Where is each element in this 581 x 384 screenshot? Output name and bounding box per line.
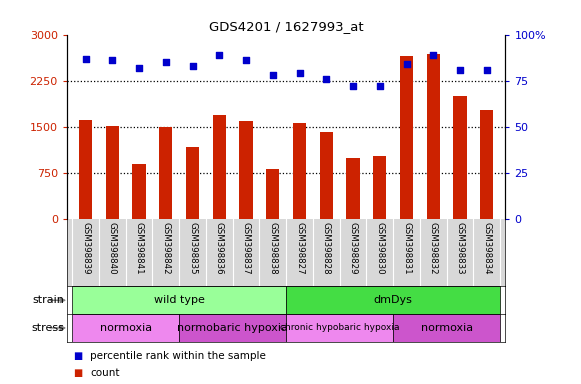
Point [402,61,411,67]
Text: GSM398838: GSM398838 [268,222,277,275]
Text: GSM398836: GSM398836 [215,222,224,275]
Text: chronic hypobaric hypoxia: chronic hypobaric hypoxia [280,323,399,333]
Bar [393,314,500,342]
Point [456,66,465,73]
Bar [132,164,146,219]
Text: wild type: wild type [154,295,205,305]
Text: GSM398831: GSM398831 [402,222,411,275]
Text: dmDys: dmDys [374,295,413,305]
Bar [293,123,306,219]
Text: GSM398842: GSM398842 [162,222,170,275]
Point [349,83,358,89]
Point [241,57,250,63]
Bar [346,158,360,219]
Bar [480,110,493,219]
Point [482,66,492,73]
Text: normoxia: normoxia [421,323,473,333]
Bar [453,96,467,219]
Point [188,63,197,69]
Text: GSM398832: GSM398832 [429,222,437,275]
Text: GDS4201 / 1627993_at: GDS4201 / 1627993_at [209,20,364,33]
Point [107,57,117,63]
Point [322,76,331,82]
Bar [286,286,500,314]
Bar [426,54,440,219]
Bar [72,314,179,342]
Text: GSM398827: GSM398827 [295,222,304,275]
Bar [106,126,119,219]
Bar [373,156,386,219]
Text: ■: ■ [73,351,82,361]
Bar [400,56,413,219]
Text: stress: stress [31,323,64,333]
Text: ■: ■ [73,368,82,378]
Text: GSM398840: GSM398840 [108,222,117,275]
Text: GSM398833: GSM398833 [456,222,464,275]
Text: count: count [90,368,120,378]
Bar [186,147,199,219]
Bar [72,286,286,314]
Text: GSM398839: GSM398839 [81,222,90,275]
Text: GSM398841: GSM398841 [135,222,144,275]
Text: GSM398828: GSM398828 [322,222,331,275]
Text: strain: strain [32,295,64,305]
Bar [266,169,279,219]
Bar [213,114,226,219]
Bar [179,314,286,342]
Text: percentile rank within the sample: percentile rank within the sample [90,351,266,361]
Text: GSM398829: GSM398829 [349,222,357,275]
Point [375,83,385,89]
Text: GSM398830: GSM398830 [375,222,384,275]
Point [161,59,170,65]
Point [134,65,144,71]
Bar [286,314,393,342]
Bar [79,119,92,219]
Point [214,52,224,58]
Text: normoxia: normoxia [99,323,152,333]
Bar [239,121,253,219]
Text: GSM398835: GSM398835 [188,222,197,275]
Text: normobaric hypoxia: normobaric hypoxia [177,323,288,333]
Point [429,52,438,58]
Bar [159,127,173,219]
Point [295,70,304,76]
Point [268,72,277,78]
Text: GSM398837: GSM398837 [242,222,250,275]
Point [81,56,90,62]
Text: GSM398834: GSM398834 [482,222,492,275]
Bar [320,132,333,219]
